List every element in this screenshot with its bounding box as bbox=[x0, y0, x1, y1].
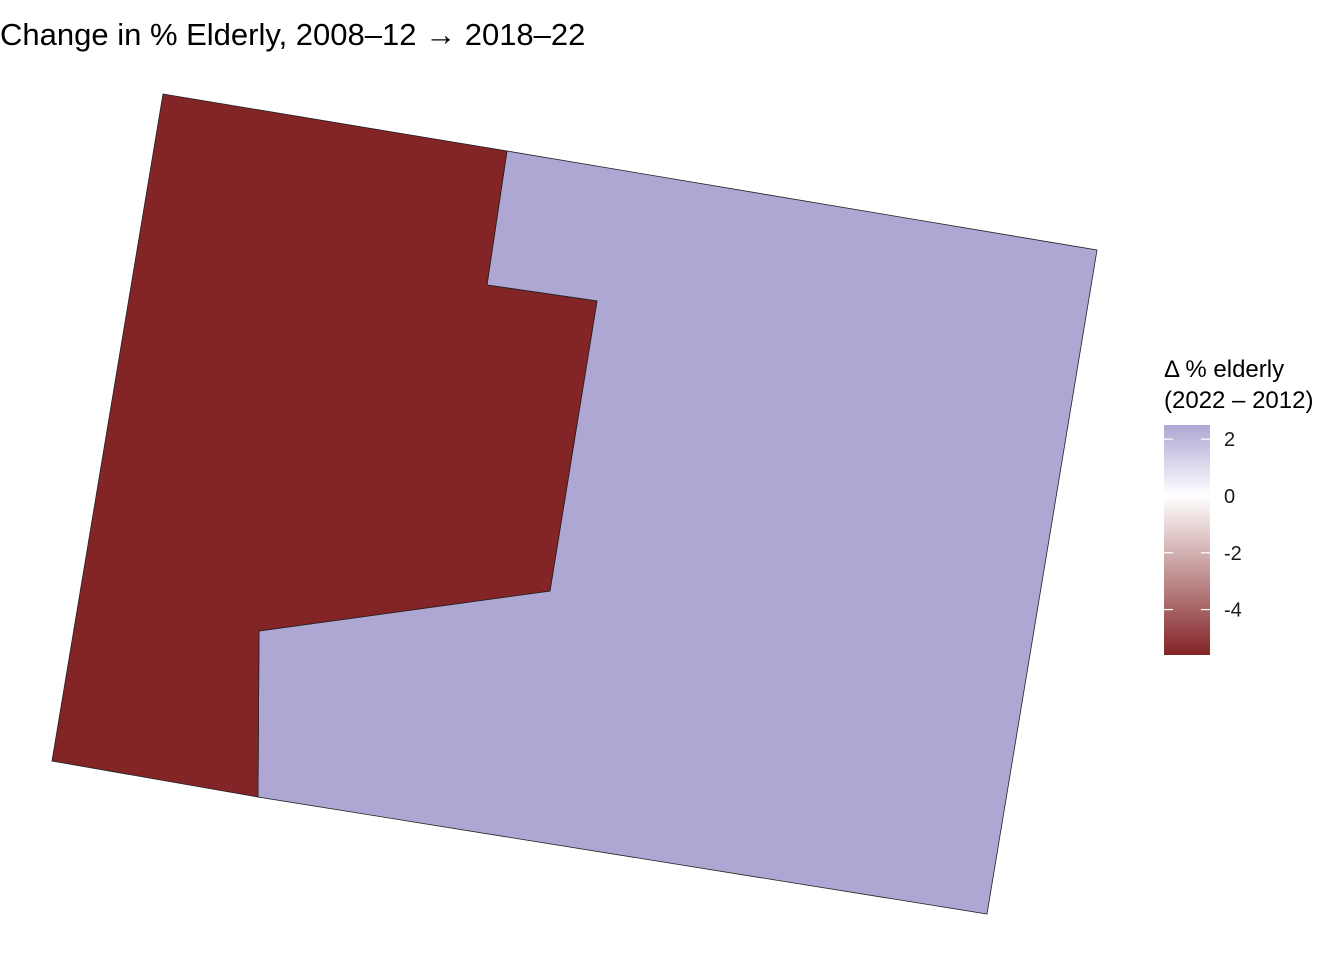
chart-title: Change in % Elderly, 2008–12 → 2018–22 bbox=[0, 17, 585, 52]
legend-colorbar bbox=[1164, 425, 1210, 655]
map-panel bbox=[51, 93, 1098, 915]
legend-tick-label: -4 bbox=[1224, 600, 1242, 622]
legend-ticks: 2 0 -2 -4 bbox=[1164, 429, 1242, 622]
legend-tick-label: -2 bbox=[1224, 543, 1242, 565]
legend-title-line-2: (2022 – 2012) bbox=[1164, 387, 1313, 414]
legend-title-line-1: Δ % elderly bbox=[1164, 356, 1284, 383]
legend-tick-label: 2 bbox=[1224, 429, 1235, 451]
west-region bbox=[51, 93, 598, 798]
legend: Δ % elderly (2022 – 2012) 2 0 -2 -4 bbox=[1164, 356, 1313, 655]
legend-tick-label: 0 bbox=[1224, 486, 1235, 508]
